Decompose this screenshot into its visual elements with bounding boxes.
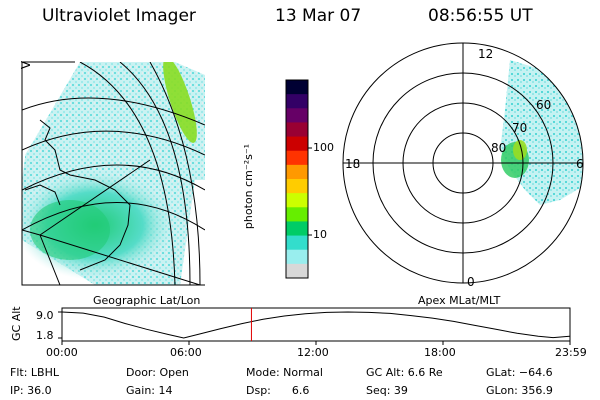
- colorbar-band: [286, 136, 308, 152]
- status-flt: Flt: LBHL: [10, 366, 59, 379]
- ytick-label-bottom: 1.8: [36, 329, 54, 342]
- status-dsp: Dsp: 6.6: [246, 384, 310, 397]
- xtick-label: 12:00: [297, 346, 329, 359]
- colorbar-band: [286, 108, 308, 123]
- colorbar-band: [286, 80, 308, 95]
- status-ip: IP: 36.0: [10, 384, 52, 397]
- colorbar-band: [286, 122, 308, 138]
- colorbar-band: [286, 249, 308, 265]
- map-panel-label: Geographic Lat/Lon: [93, 294, 201, 307]
- colorbar-tick-10: 10: [313, 228, 327, 241]
- status-gain: Gain: 14: [126, 384, 173, 397]
- colorbar-band: [286, 164, 308, 180]
- chart-ticks: [58, 311, 571, 345]
- date-label: 13 Mar 07: [275, 6, 362, 26]
- chart-ylabel: GC Alt: [10, 306, 23, 341]
- mlat-label-80: 80: [491, 141, 507, 155]
- map-frame: [21, 61, 205, 286]
- status-mode: Mode: Normal: [246, 366, 323, 379]
- xtick-label: 23:59: [555, 346, 587, 359]
- time-label: 08:56:55 UT: [428, 6, 533, 26]
- mlt-label-18: 18: [345, 157, 361, 171]
- mlt-label-6: 6: [576, 157, 584, 171]
- status-glat: GLat: −64.6: [486, 366, 553, 379]
- status-seq: Seq: 39: [366, 384, 408, 397]
- app-title: Ultraviolet Imager: [42, 6, 196, 26]
- mlat-label-60: 60: [536, 98, 552, 112]
- colorbar-tick-100: 100: [313, 141, 334, 154]
- status-gc-alt: GC Alt: 6.6 Re: [366, 366, 443, 379]
- mlt-label-12: 12: [478, 47, 494, 61]
- colorbar-band: [286, 235, 308, 251]
- colorbar-band: [286, 207, 308, 222]
- mlt-label-0: 0: [467, 275, 475, 289]
- mlat-label-70: 70: [512, 121, 528, 135]
- ytick-label-top: 9.0: [36, 309, 54, 322]
- status-glon: GLon: 356.9: [486, 384, 553, 397]
- colorbar-band: [286, 179, 308, 194]
- altitude-series-line: [61, 311, 570, 339]
- xtick-label: 00:00: [46, 346, 78, 359]
- colorbar-band: [286, 263, 308, 279]
- xtick-label: 06:00: [170, 346, 202, 359]
- colorbar-band: [286, 150, 308, 166]
- xtick-label: 18:00: [424, 346, 456, 359]
- colorbar-band: [286, 221, 308, 237]
- map-image: [22, 62, 205, 285]
- status-door: Door: Open: [126, 366, 189, 379]
- polar-panel-label: Apex MLat/MLT: [418, 294, 501, 307]
- colorbar-band: [286, 94, 308, 109]
- colorbar-band: [286, 193, 308, 208]
